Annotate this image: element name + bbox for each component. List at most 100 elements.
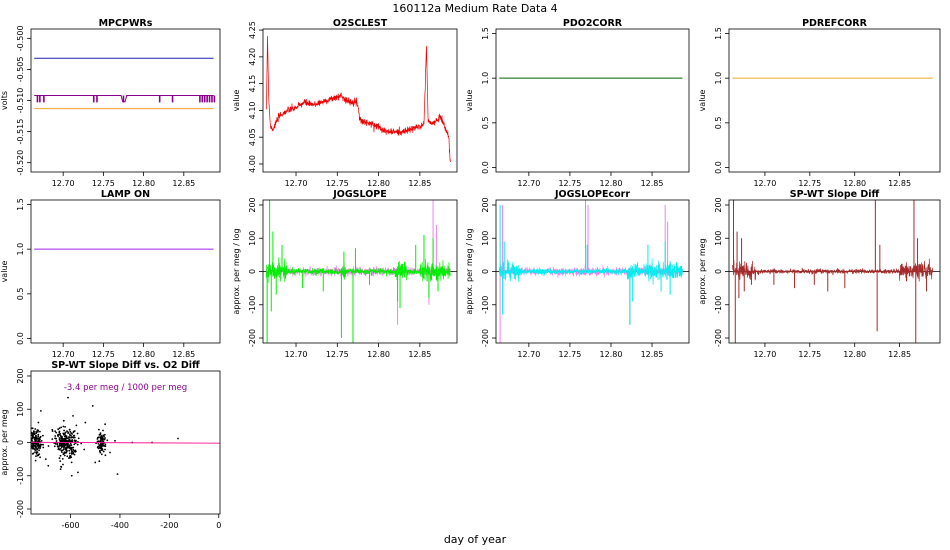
scatter-point <box>31 432 33 435</box>
scatter-point <box>28 441 30 443</box>
scatter-point <box>70 453 73 455</box>
scatter-point <box>58 431 61 434</box>
y-tick-label: 0.5 <box>481 116 490 129</box>
plot-area <box>27 396 220 477</box>
x-tick-label: 12.75 <box>326 179 349 188</box>
y-tick-label: 1.0 <box>481 72 490 85</box>
scatter-point <box>100 447 103 450</box>
scatter-point <box>54 435 57 437</box>
y-tick-label: -0.515 <box>16 119 25 145</box>
scatter-point <box>63 452 66 454</box>
scatter-point <box>61 451 63 453</box>
scatter-point <box>39 410 42 412</box>
scatter-point <box>104 445 107 448</box>
scatter-point <box>96 438 99 440</box>
plot-area <box>729 200 940 343</box>
scatter-point <box>102 434 105 437</box>
x-tick-label: 12.85 <box>408 179 431 188</box>
scatter-point <box>73 434 76 437</box>
scatter-point <box>62 443 64 446</box>
panel-title: SP-WT Slope Diff vs. O2 Diff <box>51 360 200 371</box>
scatter-point <box>104 443 107 446</box>
panel-ylabel: value <box>0 261 9 283</box>
scatter-point <box>70 432 73 434</box>
scatter-point <box>38 449 40 452</box>
scatter-point <box>35 455 37 457</box>
scatter-point <box>99 443 102 446</box>
y-tick-label: 200 <box>248 197 257 212</box>
scatter-point <box>33 433 36 436</box>
scatter-point <box>39 444 42 447</box>
scatter-point <box>77 437 80 440</box>
scatter-point <box>34 437 37 439</box>
scatter-point <box>36 454 39 457</box>
scatter-point <box>65 451 68 453</box>
panel-mpcpwrs: MPCPWRs volts 12.70 12.75 12.80 12.85 -0.520 -0… <box>0 18 221 188</box>
x-tick-label: 12.85 <box>641 179 664 188</box>
scatter-point <box>59 460 62 462</box>
scatter-point <box>80 442 83 445</box>
scatter-point <box>91 405 94 407</box>
scatter-point <box>34 451 36 453</box>
series-line <box>265 257 451 283</box>
scatter-point <box>58 437 61 439</box>
scatter-point <box>37 430 39 433</box>
scatter-point <box>27 440 29 442</box>
scatter-point <box>84 421 87 424</box>
scatter-point <box>31 453 34 455</box>
scatter-point <box>37 435 40 438</box>
x-tick-label: 12.70 <box>517 179 540 188</box>
x-tick-label: 12.75 <box>558 179 581 188</box>
y-tick-label: 0.0 <box>16 332 25 345</box>
scatter-point <box>98 460 101 463</box>
scatter-point <box>37 429 40 432</box>
y-tick-label: 200 <box>481 197 490 212</box>
scatter-point <box>37 421 40 424</box>
scatter-point <box>27 445 29 447</box>
panel-title: SP-WT Slope Diff <box>790 189 880 200</box>
scatter-point <box>59 448 62 450</box>
scatter-point <box>62 445 64 447</box>
panel-title: PDREFCORR <box>802 18 868 29</box>
scatter-point <box>100 445 103 448</box>
scatter-point <box>57 428 60 431</box>
scatter-point <box>99 437 102 440</box>
scatter-point <box>33 430 35 433</box>
scatter-point <box>75 424 78 427</box>
scatter-point <box>109 451 111 454</box>
scatter-point <box>99 433 102 436</box>
scatter-point <box>51 438 54 440</box>
scatter-point <box>58 427 61 430</box>
y-tick-label: -0.505 <box>16 57 25 83</box>
scatter-point <box>72 448 75 451</box>
y-tick-label: 0 <box>481 269 490 274</box>
y-tick-label: 0.0 <box>714 161 723 174</box>
scatter-point <box>99 451 102 454</box>
panel-frame <box>262 199 458 344</box>
scatter-point <box>31 434 33 437</box>
scatter-point <box>33 447 35 450</box>
series-line <box>265 36 451 163</box>
scatter-point <box>63 454 66 457</box>
plot-area <box>263 200 457 343</box>
scatter-point <box>114 439 116 442</box>
scatter-point <box>102 429 104 432</box>
y-tick-label: 200 <box>714 197 723 212</box>
scatter-point <box>100 436 103 438</box>
scatter-point <box>60 465 62 468</box>
y-tick-label: 4.15 <box>248 75 257 93</box>
scatter-point <box>70 474 73 477</box>
scatter-point <box>65 436 68 439</box>
scatter-point <box>62 425 65 428</box>
scatter-point <box>39 447 41 450</box>
panels: MPCPWRs volts 12.70 12.75 12.80 12.85 -0.520 -0… <box>0 18 941 530</box>
panel-ylabel: value <box>698 90 707 112</box>
scatter-point <box>60 437 62 440</box>
scatter-point <box>63 433 66 436</box>
scatter-point <box>102 437 104 440</box>
scatter-point <box>64 439 66 442</box>
panel-ylabel: value <box>232 90 241 112</box>
y-tick-label: 1.5 <box>16 198 25 211</box>
scatter-point <box>101 449 104 451</box>
scatter-point <box>55 440 58 442</box>
